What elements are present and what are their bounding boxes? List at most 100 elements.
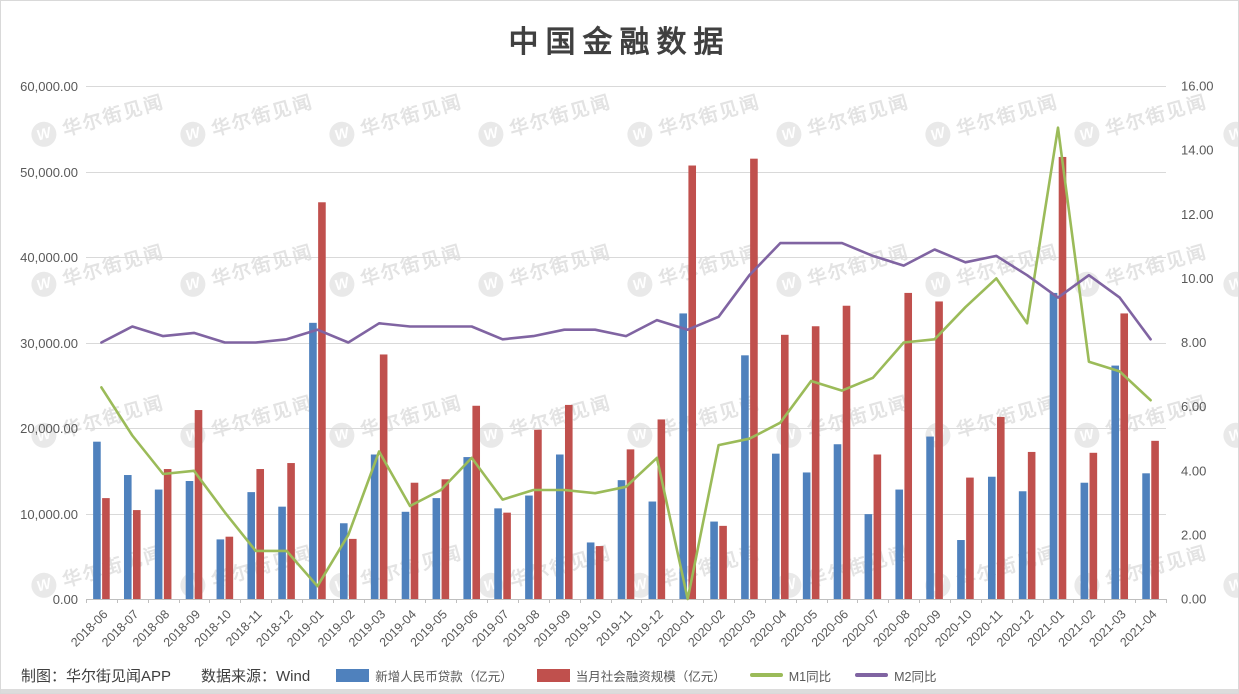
tsf-bar [842, 305, 851, 599]
loans-bar [339, 523, 348, 599]
tsf-bar [410, 482, 419, 599]
loans-bar [617, 480, 626, 599]
m1-line [100, 126, 1152, 601]
window-bottom-edge [1, 689, 1238, 693]
legend-label: M1同比 [788, 669, 832, 684]
source-label: 数据来源：Wind [201, 667, 311, 685]
loans-bar [1049, 292, 1058, 599]
tsf-bar [287, 463, 295, 599]
tsf-bar [966, 477, 974, 599]
tsf-bar [132, 510, 141, 599]
loans-bar [309, 322, 317, 599]
loans-bar [710, 521, 718, 599]
y-axis-label-left: 10,000.00 [20, 507, 78, 522]
legend-item-m2: M2同比 [855, 666, 936, 685]
tsf-bar [1058, 156, 1067, 599]
loans-bar [1018, 491, 1027, 599]
tsf-bar [626, 449, 635, 599]
loans-bar [895, 489, 904, 599]
loans-bar [586, 542, 595, 599]
line-swatch-icon [749, 673, 783, 677]
loans-bar [123, 475, 132, 599]
m2-line [100, 241, 1152, 344]
chart-footer: 制图：华尔街见闻APP 数据来源：Wind 新增人民币贷款（亿元） 当月社会融资规… [1, 659, 1238, 691]
loans-bar [648, 501, 657, 599]
loans-bar [93, 441, 101, 599]
y-axis-label-left: 60,000.00 [20, 79, 78, 94]
tsf-bar [904, 292, 913, 599]
y-axis-label-right: 0.00 [1181, 592, 1206, 607]
loans-bar [679, 313, 688, 599]
loans-bar [370, 454, 379, 599]
tsf-bar [534, 429, 542, 599]
tsf-bar [595, 546, 604, 599]
tsf-bar [564, 404, 573, 599]
tsf-bar [719, 525, 727, 599]
y-axis-label-left: 30,000.00 [20, 336, 78, 351]
tsf-bar [1120, 313, 1129, 599]
tsf-bar [873, 454, 882, 599]
tsf-bar [935, 301, 943, 599]
line-swatch-icon [855, 673, 889, 677]
chart-plot: 0.00 10,000.00 20,000.00 30,000.00 40,000.00… [20, 79, 1214, 650]
legend-item-loans: 新增人民币贷款（亿元） [336, 666, 513, 685]
loans-bar [1111, 365, 1120, 599]
loans-bar [1080, 482, 1089, 599]
loans-bar [864, 514, 873, 599]
y-axis-label-left: 50,000.00 [20, 165, 78, 180]
tsf-bar [102, 498, 110, 599]
y-axis-label-left: 0.00 [53, 592, 78, 607]
tsf-bar [472, 405, 481, 599]
y-axis-label-right: 2.00 [1181, 527, 1206, 542]
tsf-bar [194, 410, 203, 599]
y-axis-label-right: 12.00 [1181, 207, 1214, 222]
tsf-bar [256, 469, 265, 599]
loans-bar [555, 454, 564, 599]
tsf-bar [657, 419, 666, 599]
y-axis-label-right: 6.00 [1181, 399, 1206, 414]
loans-bar [185, 481, 194, 599]
tsf-bar [780, 334, 789, 599]
tsf-bar [441, 479, 450, 599]
tsf-bar [225, 536, 234, 599]
credit-label: 制图：华尔街见闻APP [21, 667, 172, 685]
y-axis-label-right: 8.00 [1181, 335, 1206, 350]
legend-item-m1: M1同比 [749, 666, 832, 685]
loans-bar [802, 472, 811, 599]
tsf-bar [750, 158, 758, 600]
y-axis-label-right: 4.00 [1181, 463, 1206, 478]
y-axis-label-right: 16.00 [1181, 79, 1214, 94]
loans-bar [833, 444, 842, 599]
tsf-bar [379, 354, 388, 599]
loans-bar [278, 506, 286, 599]
loans-bar [926, 436, 934, 599]
tsf-bar [503, 512, 511, 599]
loans-bar [401, 511, 410, 599]
loans-bar [216, 539, 225, 599]
loans-bar [987, 476, 996, 599]
loans-bar [1142, 473, 1150, 599]
legend-label: 当月社会融资规模（亿元） [575, 669, 726, 684]
y-axis-label-right: 14.00 [1181, 143, 1214, 158]
loans-bar [154, 489, 163, 599]
loans-bar [463, 457, 472, 599]
loans-bar [525, 495, 533, 599]
tsf-bar [1151, 440, 1159, 599]
tsf-bar [996, 416, 1005, 599]
loans-bar [494, 508, 502, 599]
legend-item-tsf: 当月社会融资规模（亿元） [536, 666, 726, 685]
y-axis-label-right: 10.00 [1181, 271, 1214, 286]
tsf-bar [811, 326, 820, 599]
y-axis-label-left: 20,000.00 [20, 421, 78, 436]
y-axis-label-left: 40,000.00 [20, 250, 78, 265]
loans-bar [771, 453, 780, 599]
tsf-bar [163, 469, 172, 599]
loans-bar [432, 498, 441, 599]
tsf-bar [318, 202, 326, 599]
loans-bar [957, 540, 965, 599]
tsf-bar [1089, 452, 1098, 599]
legend: 新增人民币贷款（亿元） 当月社会融资规模（亿元） M1同比 M2同比 [336, 666, 936, 685]
tsf-bar [348, 538, 357, 599]
legend-label: 新增人民币贷款（亿元） [375, 669, 513, 684]
